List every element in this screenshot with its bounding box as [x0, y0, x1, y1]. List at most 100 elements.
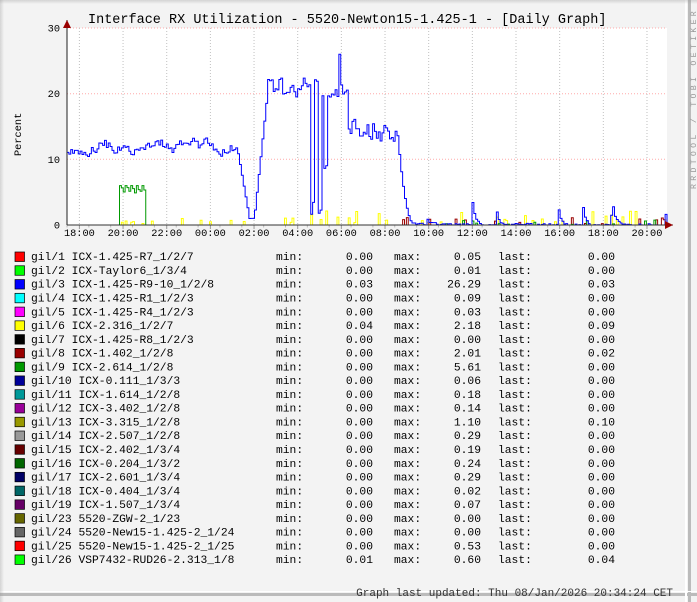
svg-text:min:: min: [276, 252, 303, 264]
svg-text:0.00: 0.00 [346, 252, 373, 264]
svg-text:last:: last: [498, 252, 532, 264]
svg-text:0.19: 0.19 [454, 445, 481, 457]
svg-text:0.00: 0.00 [588, 541, 615, 553]
svg-text:0.00: 0.00 [588, 459, 615, 471]
svg-text:0.00: 0.00 [346, 362, 373, 374]
svg-text:min:: min: [276, 459, 303, 471]
svg-text:gil/2 ICX-Taylor6_1/3/4: gil/2 ICX-Taylor6_1/3/4 [31, 266, 187, 278]
svg-text:min:: min: [276, 431, 303, 443]
svg-text:last:: last: [498, 280, 532, 292]
svg-text:0.24: 0.24 [454, 459, 481, 471]
svg-text:gil/8 ICX-1.402_1/2/8: gil/8 ICX-1.402_1/2/8 [31, 349, 174, 361]
svg-text:0.29: 0.29 [454, 473, 481, 485]
svg-text:min:: min: [276, 280, 303, 292]
svg-text:0.00: 0.00 [346, 486, 373, 498]
svg-text:last:: last: [498, 459, 532, 471]
svg-text:0.03: 0.03 [454, 307, 481, 319]
svg-text:0.07: 0.07 [454, 500, 481, 512]
svg-text:0.00: 0.00 [454, 528, 481, 540]
svg-text:gil/11 ICX-1.614_1/2/8: gil/11 ICX-1.614_1/2/8 [31, 390, 180, 402]
svg-text:0.00: 0.00 [588, 473, 615, 485]
svg-text:max:: max: [394, 252, 421, 264]
svg-text:last:: last: [498, 335, 532, 347]
svg-text:min:: min: [276, 307, 303, 319]
svg-text:16:00: 16:00 [544, 228, 575, 240]
svg-text:last:: last: [498, 445, 532, 457]
svg-text:0.00: 0.00 [346, 349, 373, 361]
svg-text:Interface RX Utilization - 552: Interface RX Utilization - 5520-Newton15… [88, 13, 606, 28]
svg-text:0.00: 0.00 [346, 404, 373, 416]
svg-text:10: 10 [48, 155, 60, 167]
svg-text:0.00: 0.00 [346, 417, 373, 429]
svg-text:max:: max: [394, 528, 421, 540]
svg-text:gil/25 5520-New15-1.425-2_1/25: gil/25 5520-New15-1.425-2_1/25 [31, 541, 235, 553]
svg-text:0.00: 0.00 [588, 404, 615, 416]
svg-text:max:: max: [394, 321, 421, 333]
svg-text:5.61: 5.61 [454, 362, 481, 374]
svg-text:gil/12 ICX-3.402_1/2/8: gil/12 ICX-3.402_1/2/8 [31, 404, 180, 416]
svg-text:max:: max: [394, 473, 421, 485]
svg-text:min:: min: [276, 514, 303, 526]
svg-text:0.00: 0.00 [346, 266, 373, 278]
svg-text:0.06: 0.06 [454, 376, 481, 388]
svg-text:gil/4 ICX-1.425-R1_1/2/3: gil/4 ICX-1.425-R1_1/2/3 [31, 294, 194, 306]
svg-text:max:: max: [394, 555, 421, 567]
svg-text:0.00: 0.00 [346, 294, 373, 306]
svg-text:gil/3 ICX-1.425-R9-10_1/2/8: gil/3 ICX-1.425-R9-10_1/2/8 [31, 280, 214, 292]
svg-text:0.04: 0.04 [588, 555, 615, 567]
svg-text:max:: max: [394, 335, 421, 347]
svg-text:0.00: 0.00 [588, 486, 615, 498]
svg-text:gil/24 5520-New15-1.425-2_1/24: gil/24 5520-New15-1.425-2_1/24 [31, 528, 235, 540]
svg-text:0.00: 0.00 [588, 528, 615, 540]
svg-text:min:: min: [276, 500, 303, 512]
svg-text:max:: max: [394, 390, 421, 402]
svg-text:0.00: 0.00 [588, 266, 615, 278]
svg-text:0.00: 0.00 [346, 376, 373, 388]
svg-text:max:: max: [394, 431, 421, 443]
svg-text:max:: max: [394, 514, 421, 526]
svg-text:0.00: 0.00 [346, 459, 373, 471]
svg-text:gil/23 5520-ZGW-2_1/23: gil/23 5520-ZGW-2_1/23 [31, 514, 180, 526]
svg-text:0.18: 0.18 [454, 390, 481, 402]
svg-text:min:: min: [276, 404, 303, 416]
svg-text:gil/18 ICX-0.404_1/3/4: gil/18 ICX-0.404_1/3/4 [31, 486, 180, 498]
svg-text:min:: min: [276, 528, 303, 540]
svg-text:max:: max: [394, 280, 421, 292]
svg-text:min:: min: [276, 445, 303, 457]
svg-text:18:00: 18:00 [588, 228, 619, 240]
svg-text:last:: last: [498, 349, 532, 361]
svg-text:last:: last: [498, 321, 532, 333]
svg-text:max:: max: [394, 541, 421, 553]
svg-text:min:: min: [276, 376, 303, 388]
svg-text:0.00: 0.00 [588, 294, 615, 306]
svg-text:min:: min: [276, 335, 303, 347]
svg-text:max:: max: [394, 349, 421, 361]
svg-text:0.00: 0.00 [346, 307, 373, 319]
svg-text:min:: min: [276, 266, 303, 278]
svg-text:18:00: 18:00 [64, 228, 95, 240]
svg-text:last:: last: [498, 431, 532, 443]
svg-text:0.29: 0.29 [454, 431, 481, 443]
svg-text:0.00: 0.00 [454, 514, 481, 526]
svg-text:last:: last: [498, 417, 532, 429]
svg-text:02:00: 02:00 [239, 228, 270, 240]
svg-text:0.00: 0.00 [588, 390, 615, 402]
svg-text:0.01: 0.01 [346, 555, 373, 567]
svg-text:max:: max: [394, 445, 421, 457]
svg-text:max:: max: [394, 404, 421, 416]
svg-text:min:: min: [276, 417, 303, 429]
svg-text:min:: min: [276, 349, 303, 361]
svg-text:0: 0 [54, 221, 60, 233]
svg-text:0.09: 0.09 [454, 294, 481, 306]
svg-text:gil/15 ICX-2.402_1/3/4: gil/15 ICX-2.402_1/3/4 [31, 445, 180, 457]
svg-text:0.05: 0.05 [454, 252, 481, 264]
svg-text:gil/14 ICX-2.507_1/2/8: gil/14 ICX-2.507_1/2/8 [31, 431, 180, 443]
svg-text:gil/19 ICX-1.507_1/3/4: gil/19 ICX-1.507_1/3/4 [31, 500, 180, 512]
svg-text:0.10: 0.10 [588, 417, 615, 429]
svg-text:min:: min: [276, 390, 303, 402]
svg-text:last:: last: [498, 555, 532, 567]
svg-text:0.00: 0.00 [346, 514, 373, 526]
svg-text:0.00: 0.00 [346, 528, 373, 540]
svg-text:0.00: 0.00 [454, 335, 481, 347]
svg-text:08:00: 08:00 [370, 228, 401, 240]
